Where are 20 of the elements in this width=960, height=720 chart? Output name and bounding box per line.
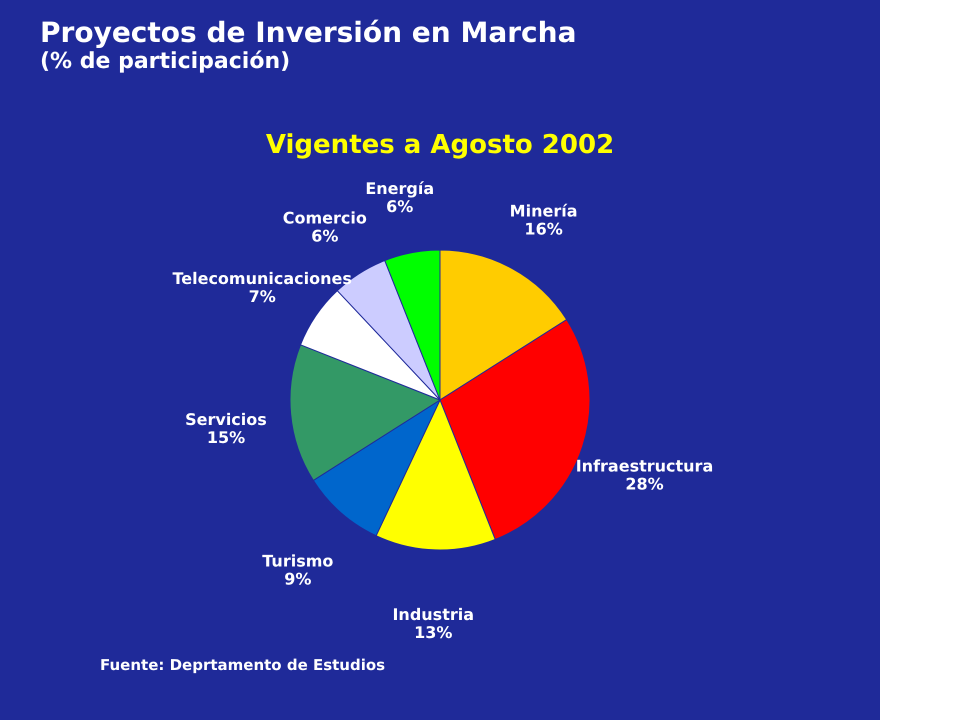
slice-label: Servicios bbox=[185, 410, 267, 430]
data-label: 9% bbox=[284, 569, 312, 588]
data-label: 15% bbox=[206, 428, 246, 448]
chart-title: Proyectos de Inversión en Marcha bbox=[40, 16, 576, 49]
slice-label: Comercio bbox=[282, 208, 367, 228]
slice-label: Minería bbox=[510, 202, 578, 221]
data-label: 7% bbox=[248, 287, 276, 306]
text: Vigentes a Agosto 2002 bbox=[266, 130, 614, 160]
source-note: Fuente: Deprtamento de Estudios bbox=[100, 656, 386, 674]
data-label: 6% bbox=[386, 196, 414, 216]
data-label: 6% bbox=[311, 226, 338, 246]
data-label: 28% bbox=[625, 474, 664, 494]
data-label: 13% bbox=[414, 622, 452, 642]
data-label: 16% bbox=[524, 220, 563, 239]
slice-label: Telecomunicaciones bbox=[172, 269, 352, 288]
slice-label: Energía bbox=[365, 178, 434, 198]
slice-label: Turismo bbox=[262, 551, 334, 570]
slice-label: Industria bbox=[392, 604, 474, 624]
slice-label: Infraestructura bbox=[576, 456, 714, 476]
chart-subtitle: (% de participación) bbox=[40, 49, 290, 74]
